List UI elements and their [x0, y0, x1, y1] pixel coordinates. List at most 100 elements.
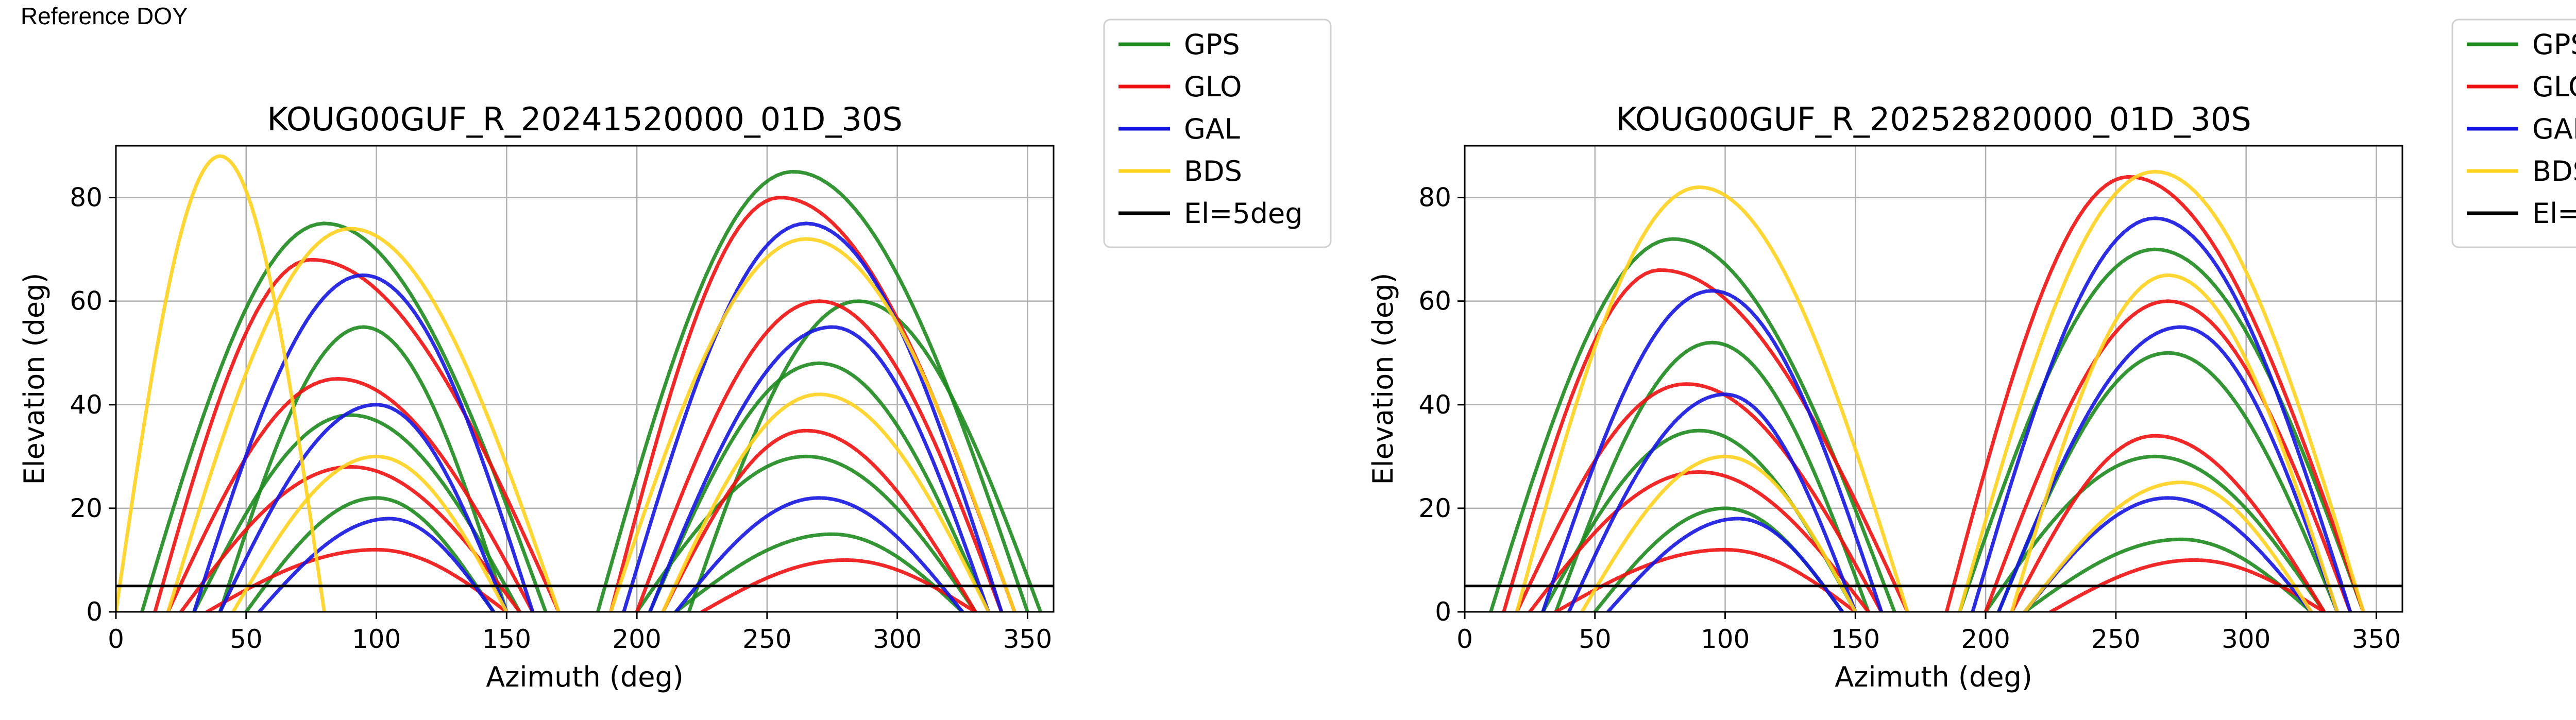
reference-doy-label: Reference DOY [21, 3, 188, 29]
chart-title: KOUG00GUF_R_20241520000_01D_30S [267, 100, 902, 138]
satellite-track-glo [635, 299, 1004, 612]
satellite-track-bds [609, 237, 1016, 612]
satellite-tracks [116, 154, 1043, 612]
x-tick-label: 350 [1003, 624, 1052, 654]
satellite-track-gal [2023, 496, 2313, 612]
satellite-track-glo [1502, 268, 1909, 612]
legend: GPS GLO GAL BDS El=5deg [2451, 19, 2576, 248]
satellite-track-glo [205, 547, 509, 612]
satellite-track-gps [1489, 237, 1896, 612]
chart-panel-left: 0 50 100 150 200 250 300 350 0 20 40 60 80 KOUG00GUF_… [18, 19, 1332, 693]
satellite-track-bds [116, 154, 326, 612]
x-tick-label: 150 [1831, 624, 1880, 654]
x-axis-label: Azimuth (deg) [1835, 661, 2032, 693]
x-tick-label: 100 [352, 624, 401, 654]
satellite-track-gps [1554, 340, 1871, 612]
y-axis-label: Elevation (deg) [18, 273, 50, 485]
y-tick-label: 60 [1418, 286, 1451, 316]
x-tick-label: 50 [230, 624, 263, 654]
satellite-track-gal [648, 325, 991, 612]
y-axis-label: Elevation (deg) [1367, 273, 1399, 485]
x-tick-label: 250 [742, 624, 791, 654]
x-tick-label: 200 [1961, 624, 2010, 654]
satellite-track-gps [674, 532, 964, 612]
y-tick-label: 80 [70, 183, 103, 213]
satellite-track-bds [1958, 169, 2365, 612]
satellite-track-gps [2023, 537, 2313, 612]
legend-label: BDS [1184, 155, 1242, 187]
legend-box [1103, 19, 1332, 248]
satellite-track-gps [140, 221, 548, 612]
axes-frame [115, 145, 1055, 613]
satellite-track-glo [1528, 470, 1871, 612]
legend-label: BDS [2532, 155, 2576, 187]
satellite-track-gal [674, 496, 964, 612]
satellite-track-bds [1580, 454, 1857, 612]
satellite-track-gal [1996, 325, 2340, 612]
satellite-track-gal [1567, 392, 1857, 612]
legend-label: El=5deg [1184, 197, 1303, 230]
y-tick-label: 0 [86, 597, 103, 627]
legend-label: GPS [1184, 28, 1240, 61]
satellite-track-gps [218, 325, 509, 612]
legend-label: El=5deg [2532, 197, 2576, 230]
x-tick-label: 250 [2091, 624, 2140, 654]
legend-label: GAL [1184, 113, 1240, 145]
satellite-track-gps [1958, 247, 2365, 612]
x-tick-label: 200 [612, 624, 661, 654]
satellite-track-bds [1515, 185, 1909, 612]
satellite-track-glo [1984, 299, 2352, 612]
satellite-track-glo [166, 376, 535, 612]
y-tick-label: 20 [70, 493, 103, 523]
satellite-track-bds [2010, 273, 2340, 612]
axes-frame [1464, 145, 2403, 613]
y-tick-label: 40 [1418, 390, 1451, 420]
satellite-track-gal [218, 403, 509, 612]
satellite-track-gps [648, 361, 991, 612]
x-tick-label: 300 [2222, 624, 2270, 654]
chart-panel-right: 0 50 100 150 200 250 300 350 0 20 40 60 80 KOUG00GUF_… [1367, 19, 2576, 693]
satellite-track-glo [1515, 382, 1884, 612]
satellite-tracks [1489, 169, 2365, 612]
x-tick-label: 300 [873, 624, 922, 654]
legend-label: GPS [2532, 28, 2576, 61]
satellite-track-gal [1971, 216, 2352, 612]
satellite-track-gal [1541, 289, 1884, 612]
satellite-track-bds [166, 227, 561, 612]
legend-label: GLO [1184, 71, 1242, 103]
legend: GPS GLO GAL BDS El=5deg [1103, 19, 1332, 248]
y-tick-label: 40 [70, 390, 103, 420]
satellite-track-glo [1554, 547, 1857, 612]
satellite-track-bds [661, 392, 991, 612]
satellite-track-gal [1606, 517, 1844, 612]
satellite-track-gal [257, 517, 496, 612]
y-tick-label: 0 [1435, 597, 1451, 627]
satellite-track-gps [635, 454, 977, 612]
satellite-track-glo [179, 465, 522, 612]
satellite-track-gps [1984, 454, 2326, 612]
satellite-track-gal [622, 221, 1004, 612]
legend-label: GAL [2532, 113, 2576, 145]
y-tick-label: 20 [1418, 493, 1451, 523]
x-tick-label: 350 [2352, 624, 2401, 654]
chart-title: KOUG00GUF_R_20252820000_01D_30S [1616, 100, 2251, 138]
x-tick-label: 50 [1579, 624, 1612, 654]
x-axis-label: Azimuth (deg) [486, 661, 684, 693]
satellite-track-bds [231, 454, 509, 612]
y-tick-label: 60 [70, 286, 103, 316]
y-tick-label: 80 [1418, 183, 1451, 213]
x-tick-label: 150 [482, 624, 531, 654]
legend-label: GLO [2532, 71, 2576, 103]
x-tick-label: 0 [108, 624, 124, 654]
satellite-track-bds [2023, 481, 2313, 612]
satellite-track-gal [192, 273, 535, 612]
satellite-track-glo [153, 258, 561, 612]
legend-box [2451, 19, 2576, 248]
satellite-track-gps [244, 496, 496, 612]
x-tick-label: 0 [1456, 624, 1473, 654]
x-tick-label: 100 [1701, 624, 1750, 654]
satellite-track-glo [1944, 175, 2365, 612]
satellite-track-glo [661, 428, 977, 612]
satellite-track-glo [2010, 434, 2326, 612]
